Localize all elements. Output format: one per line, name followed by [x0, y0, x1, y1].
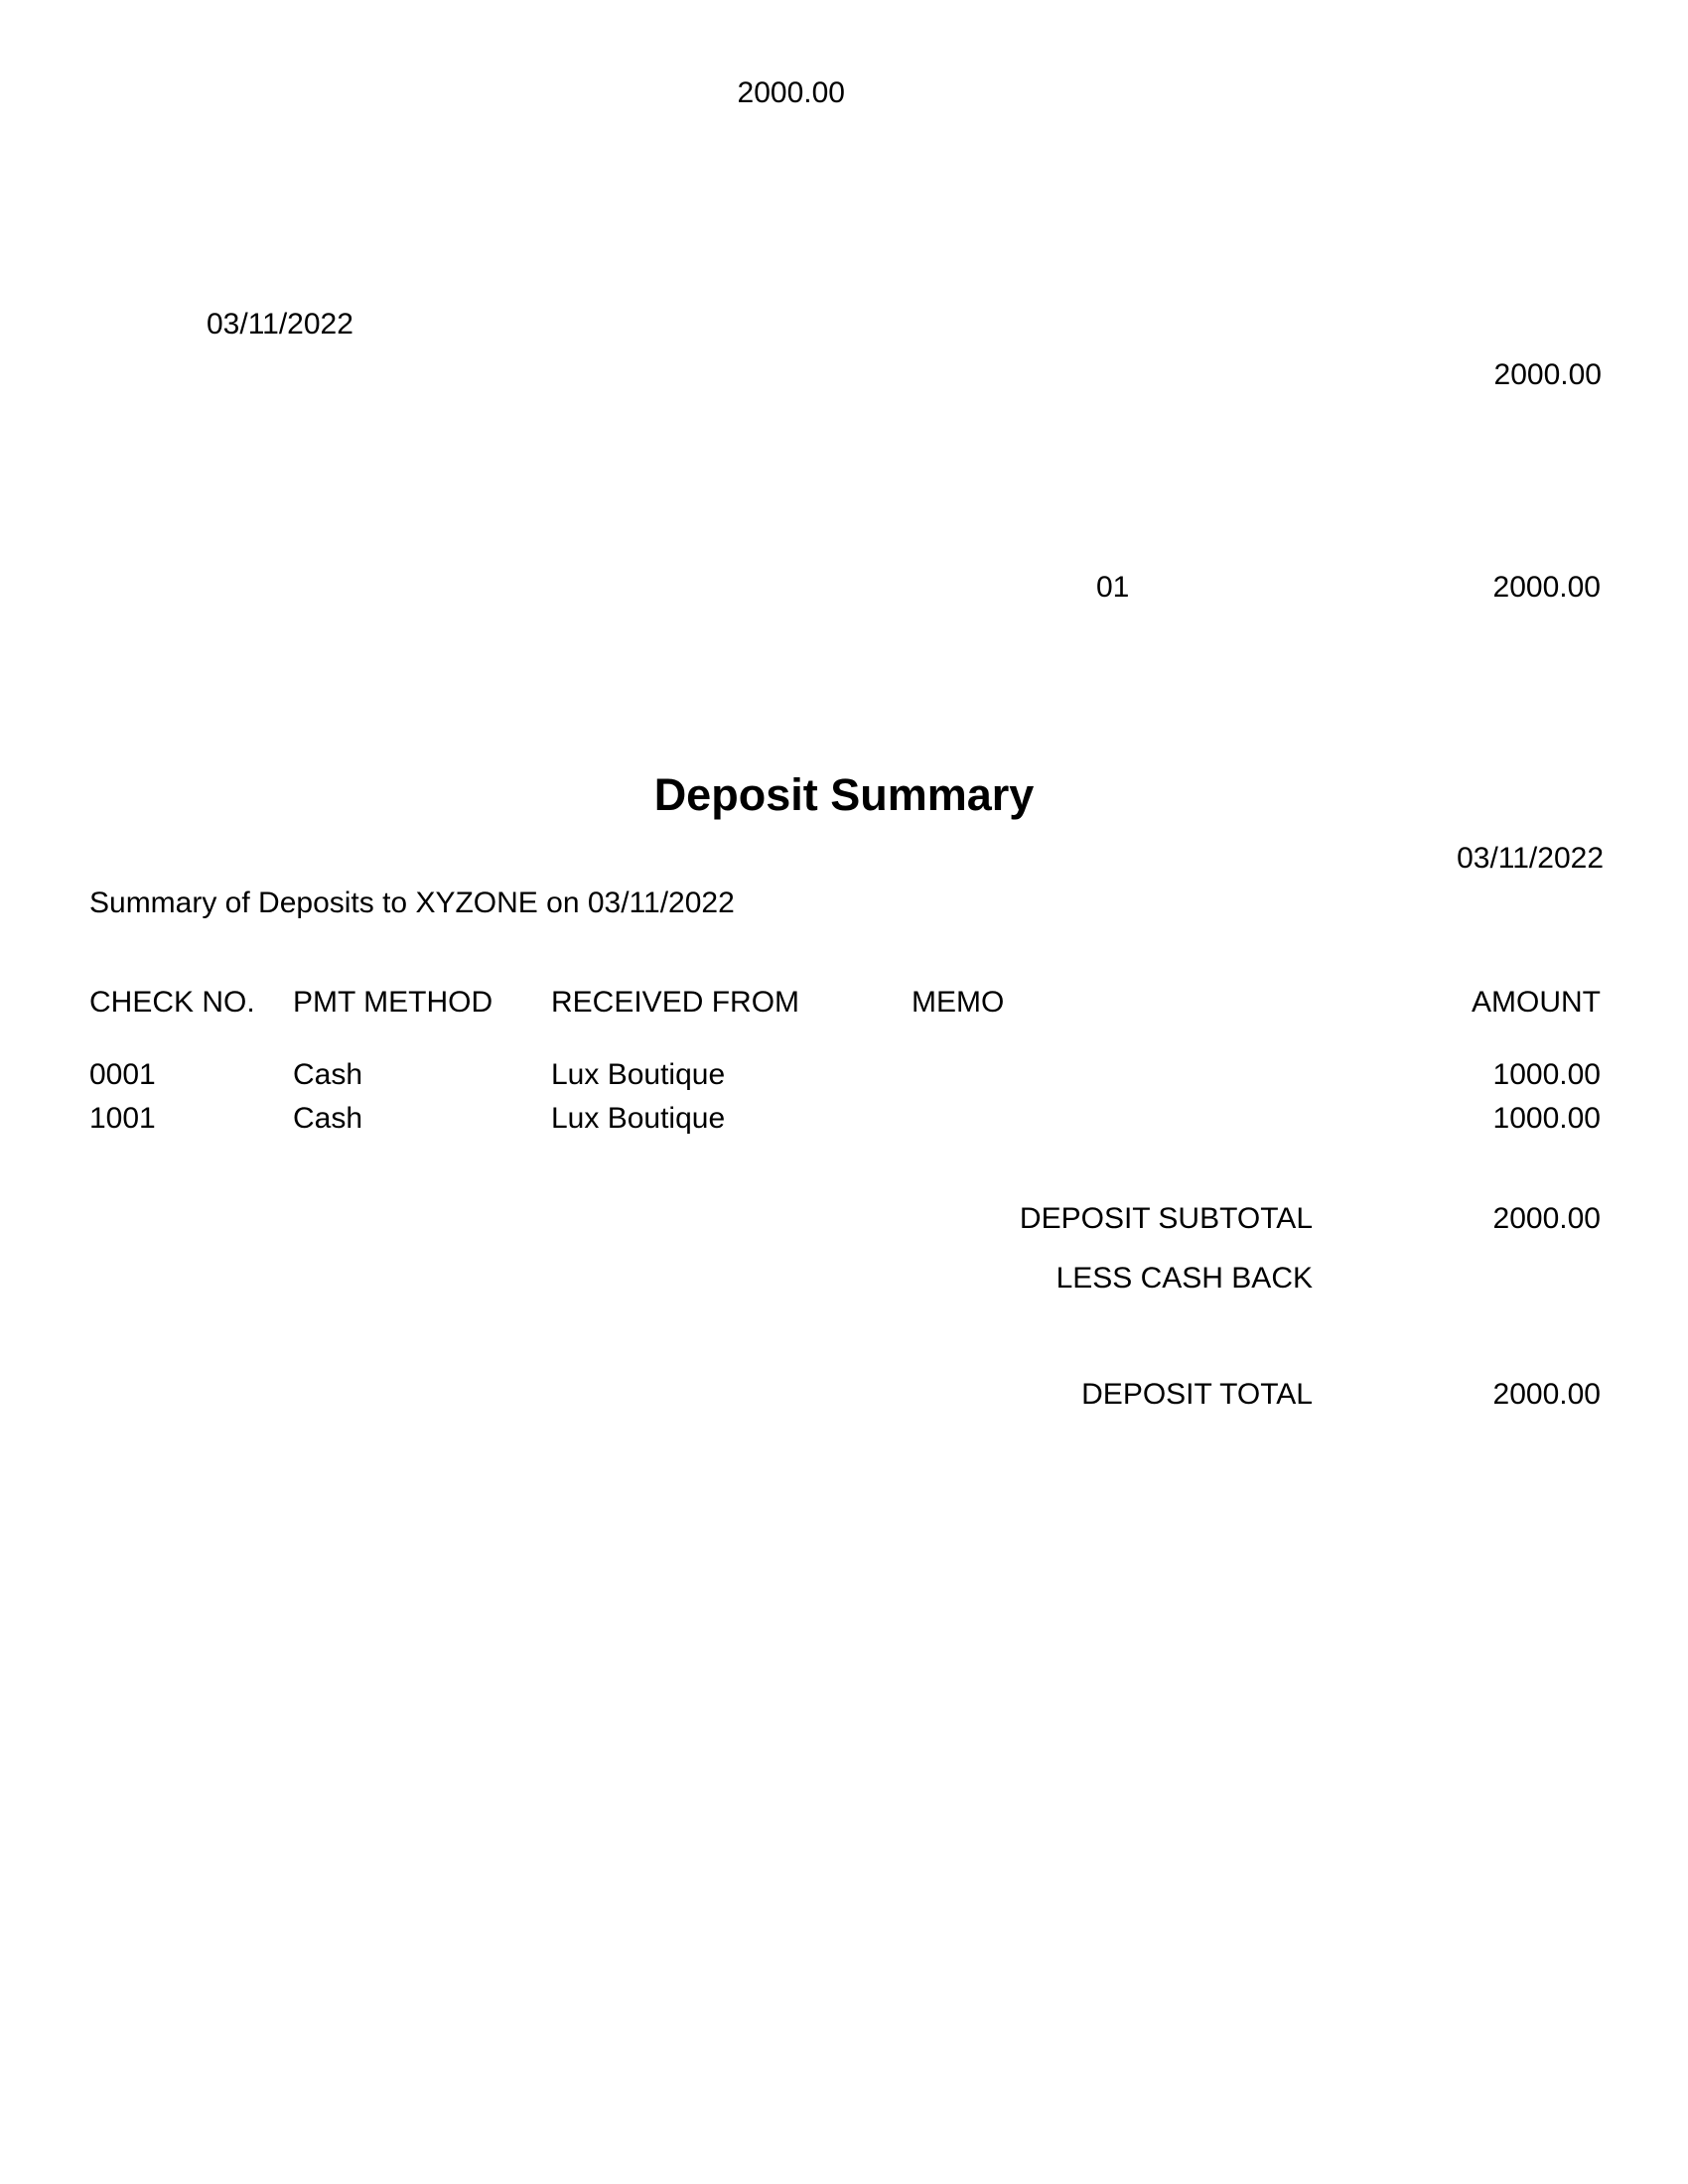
deposit-subtotal-amount: 2000.00: [1492, 1202, 1601, 1235]
cell-check-no: 1001: [89, 1102, 156, 1135]
cell-check-no: 0001: [89, 1058, 156, 1091]
deposit-total-amount: 2000.00: [1492, 1378, 1601, 1411]
cell-amount: 1000.00: [1492, 1058, 1601, 1091]
cell-pmt-method: Cash: [293, 1102, 363, 1135]
cell-received-from: Lux Boutique: [551, 1102, 726, 1135]
page-title: Deposit Summary: [653, 769, 1035, 820]
slip-item-count: 01: [1096, 571, 1130, 604]
column-header-memo: MEMO: [912, 986, 1005, 1019]
cell-received-from: Lux Boutique: [551, 1058, 726, 1091]
column-header-amount: AMOUNT: [1472, 986, 1601, 1019]
less-cash-back-label: LESS CASH BACK: [1055, 1262, 1313, 1295]
cell-pmt-method: Cash: [293, 1058, 363, 1091]
column-header-pmt-method: PMT METHOD: [293, 986, 493, 1019]
column-header-received-from: RECEIVED FROM: [551, 986, 800, 1019]
report-date: 03/11/2022: [1457, 842, 1604, 875]
slip-deposit-amount-mid: 2000.00: [1493, 358, 1602, 391]
summary-line: Summary of Deposits to XYZONE on 03/11/2…: [89, 887, 735, 919]
slip-date: 03/11/2022: [207, 308, 353, 341]
deposit-total-label: DEPOSIT TOTAL: [1081, 1378, 1313, 1411]
column-header-check-no: CHECK NO.: [89, 986, 255, 1019]
deposit-subtotal-label: DEPOSIT SUBTOTAL: [1019, 1202, 1313, 1235]
slip-deposit-amount-top: 2000.00: [737, 76, 845, 109]
slip-deposit-amount-bottom: 2000.00: [1492, 571, 1601, 604]
cell-amount: 1000.00: [1492, 1102, 1601, 1135]
